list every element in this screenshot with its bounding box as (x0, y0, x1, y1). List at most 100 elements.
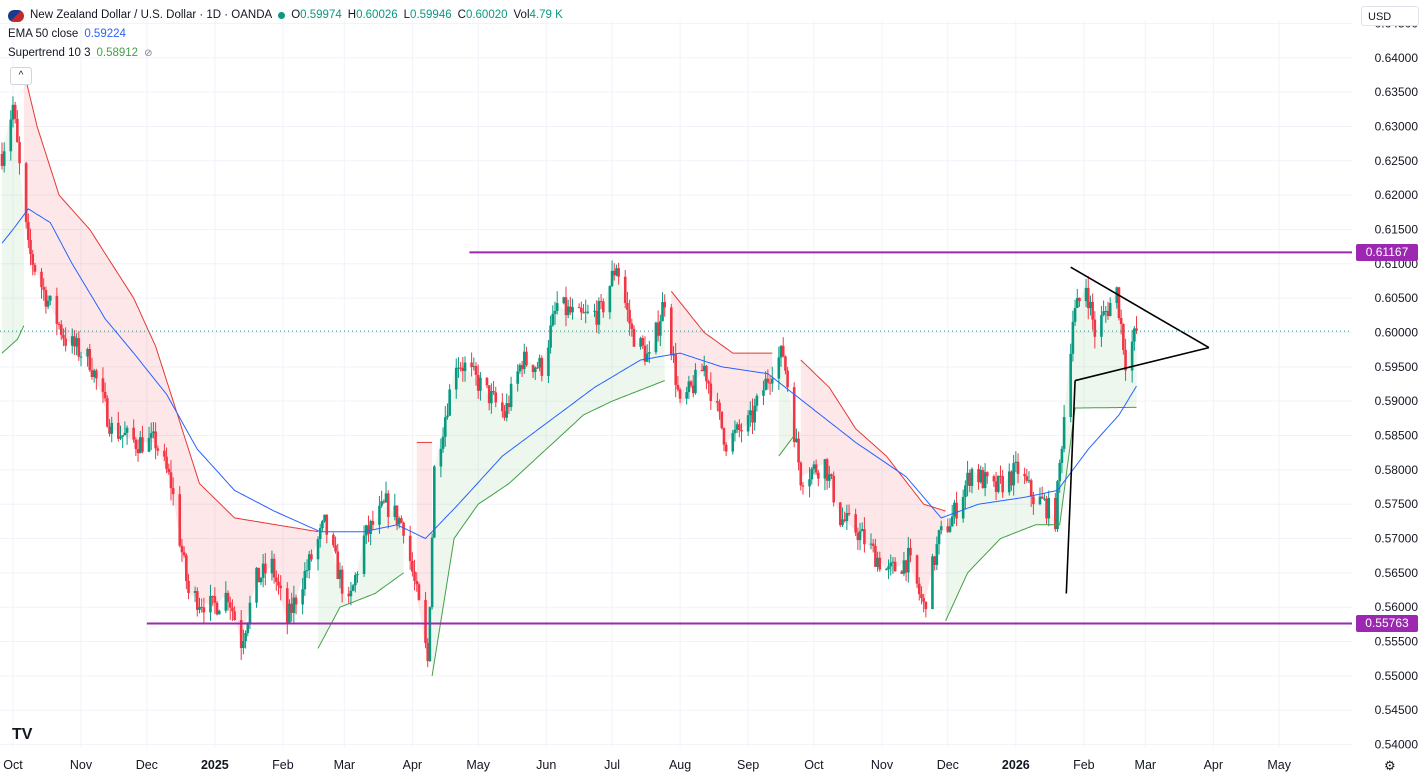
candle-body (582, 312, 585, 314)
candle-body (193, 591, 197, 593)
candle-body (933, 556, 936, 565)
candle-body (1032, 496, 1035, 505)
candle-body (1135, 328, 1138, 331)
y-tick-label: 0.64000 (1375, 51, 1419, 65)
candle-body (454, 367, 458, 390)
candle-body (601, 301, 605, 313)
currency-selector[interactable]: USD (1361, 6, 1419, 26)
candle-body (152, 431, 155, 434)
candle-body (386, 493, 390, 517)
candle-body (832, 475, 835, 503)
candle-body (1073, 307, 1077, 322)
candle-body (931, 556, 934, 610)
settings-gear-icon[interactable]: ⚙ (1384, 758, 1396, 773)
candle-body (413, 571, 416, 581)
candle-body (891, 561, 895, 563)
candle-body (1124, 349, 1127, 371)
candle-body (628, 309, 631, 324)
hidden-eye-icon[interactable]: ⊘ (144, 48, 153, 59)
candle-body (233, 611, 236, 620)
supertrend-line-up (1, 325, 25, 354)
candle-body (292, 597, 296, 613)
candle-body (830, 474, 833, 476)
candle-body (371, 520, 375, 525)
candle-body (825, 459, 829, 481)
ema-value: 0.59224 (84, 28, 126, 40)
candle-body (474, 366, 478, 375)
x-tick-label: Mar (1135, 758, 1157, 772)
candle-body (1058, 462, 1062, 482)
collapse-legend-button[interactable]: ^ (10, 67, 32, 85)
x-tick-label: Mar (334, 758, 356, 772)
candle-body (762, 390, 765, 396)
candle-body (922, 598, 925, 602)
candle-body (301, 589, 304, 605)
candle-body (946, 526, 950, 532)
candle-body (472, 366, 476, 368)
candle-body (485, 377, 489, 386)
candle-body (740, 430, 743, 432)
candle-body (33, 264, 37, 272)
candle-body (586, 311, 590, 313)
candle-body (411, 560, 414, 572)
x-tick-label: Sep (737, 758, 759, 772)
legend-row-supertrend[interactable]: Supertrend 10 3 0.58912 ⊘ (8, 44, 563, 63)
candle-body (369, 520, 372, 534)
candle-body (812, 464, 816, 470)
candle-body (400, 518, 403, 523)
candle-body (270, 558, 274, 574)
legend-row-symbol: New Zealand Dollar / U.S. Dollar · 1D · … (8, 6, 563, 25)
candle-body (1122, 324, 1125, 350)
candle-body (42, 287, 45, 290)
candle-body (196, 591, 199, 610)
y-tick-label: 0.59500 (1375, 360, 1419, 374)
legend-row-ema[interactable]: EMA 50 close 0.59224 (8, 25, 563, 44)
candle-body (44, 289, 48, 307)
candle-body (770, 378, 774, 384)
candle-body (707, 381, 710, 384)
candle-body (323, 514, 326, 522)
candle-body (316, 539, 320, 560)
candle-body (799, 462, 803, 486)
y-tick-label: 0.60000 (1375, 325, 1419, 339)
candle-body (479, 377, 482, 391)
tradingview-logo-icon[interactable]: TV (12, 726, 33, 743)
candle-body (549, 325, 552, 348)
candle-body (751, 410, 754, 423)
candle-body (577, 307, 581, 309)
candle-body (863, 529, 866, 545)
candle-body (648, 352, 651, 354)
candle-body (950, 516, 954, 527)
candle-body (147, 437, 151, 452)
candle-body (520, 365, 524, 370)
candle-body (1060, 448, 1064, 463)
supertrend-line-down (800, 359, 946, 512)
candle-body (257, 567, 261, 583)
candle-body (154, 431, 157, 449)
candle-body (228, 602, 232, 608)
candle-body (305, 570, 309, 572)
candle-body (200, 606, 203, 608)
symbol-title[interactable]: New Zealand Dollar / U.S. Dollar · 1D · … (30, 9, 273, 21)
candle-body (9, 119, 13, 152)
candle-body (48, 295, 52, 301)
candle-body (858, 531, 862, 541)
candle-body (964, 485, 967, 498)
candle-body (626, 302, 629, 310)
candle-body (676, 384, 680, 390)
candle-body (507, 403, 511, 408)
candle-body (615, 268, 618, 276)
candle-body (29, 239, 32, 255)
candle-body (1075, 297, 1079, 308)
candle-body (226, 592, 230, 603)
y-tick-label: 0.58500 (1375, 429, 1419, 443)
candle-body (13, 104, 17, 119)
candle-body (854, 514, 857, 533)
candle-body (612, 270, 616, 276)
supertrend-line-down (670, 290, 773, 354)
supertrend-fill-down (23, 71, 319, 642)
pattern-line (1074, 346, 1210, 382)
candle-body (134, 439, 138, 450)
candle-body (639, 338, 642, 347)
